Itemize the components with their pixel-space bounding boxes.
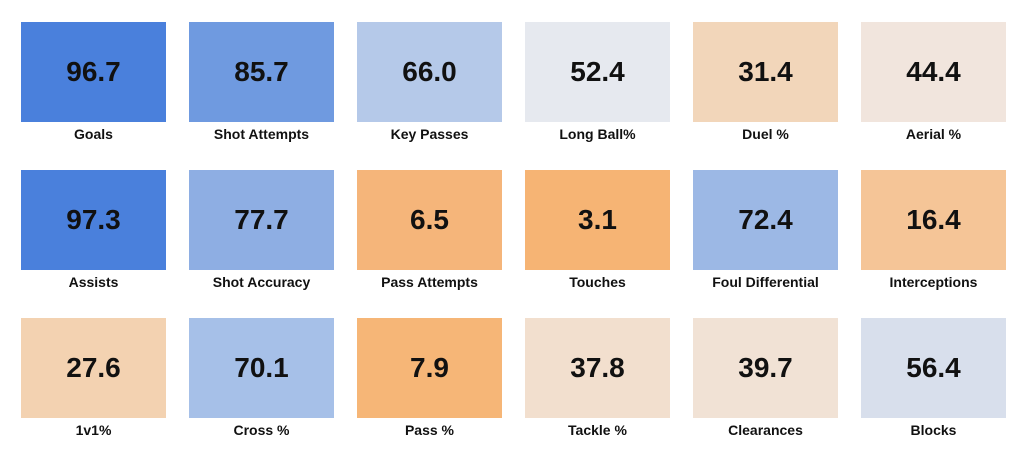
metric-label: Shot Accuracy xyxy=(212,274,311,290)
metric-tile: 96.7 Goals xyxy=(21,22,166,142)
metric-value: 70.1 xyxy=(189,318,334,418)
metric-tile: 3.1 Touches xyxy=(525,170,670,290)
metric-label: Long Ball% xyxy=(559,126,636,142)
metric-label: Duel % xyxy=(742,126,789,142)
metric-label: Interceptions xyxy=(889,274,978,290)
metric-tile: 6.5 Pass Attempts xyxy=(357,170,502,290)
metric-value: 56.4 xyxy=(861,318,1006,418)
metric-label: Tackle % xyxy=(568,422,627,438)
metric-value: 77.7 xyxy=(189,170,334,270)
metric-label: Clearances xyxy=(728,422,803,438)
metric-label: 1v1% xyxy=(75,422,112,438)
metric-label: Foul Differential xyxy=(712,274,819,290)
metric-tile: 44.4 Aerial % xyxy=(861,22,1006,142)
metric-tile: 16.4 Interceptions xyxy=(861,170,1006,290)
metric-label: Aerial % xyxy=(905,126,962,142)
metric-tile: 72.4 Foul Differential xyxy=(693,170,838,290)
metric-tile: 66.0 Key Passes xyxy=(357,22,502,142)
metric-value: 85.7 xyxy=(189,22,334,122)
metric-label: Touches xyxy=(569,274,626,290)
metric-label: Blocks xyxy=(910,422,957,438)
metric-value: 72.4 xyxy=(693,170,838,270)
metric-tile: 97.3 Assists xyxy=(21,170,166,290)
metric-label: Key Passes xyxy=(390,126,469,142)
metric-value: 6.5 xyxy=(357,170,502,270)
metric-tile: 77.7 Shot Accuracy xyxy=(189,170,334,290)
metric-value: 7.9 xyxy=(357,318,502,418)
metric-value: 97.3 xyxy=(21,170,166,270)
metric-value: 44.4 xyxy=(861,22,1006,122)
metric-tile: 52.4 Long Ball% xyxy=(525,22,670,142)
metric-tile: 31.4 Duel % xyxy=(693,22,838,142)
metric-value: 16.4 xyxy=(861,170,1006,270)
metric-tile: 7.9 Pass % xyxy=(357,318,502,438)
metric-label: Cross % xyxy=(233,422,290,438)
metric-value: 39.7 xyxy=(693,318,838,418)
metric-tile: 39.7 Clearances xyxy=(693,318,838,438)
metric-label: Pass % xyxy=(404,422,455,438)
metric-value: 27.6 xyxy=(21,318,166,418)
metric-tile: 37.8 Tackle % xyxy=(525,318,670,438)
metric-label: Goals xyxy=(74,126,113,142)
metric-label: Shot Attempts xyxy=(213,126,310,142)
metric-tile: 85.7 Shot Attempts xyxy=(189,22,334,142)
metric-tile: 27.6 1v1% xyxy=(21,318,166,438)
metric-value: 52.4 xyxy=(525,22,670,122)
metric-label: Pass Attempts xyxy=(381,274,478,290)
metric-value: 31.4 xyxy=(693,22,838,122)
metric-value: 3.1 xyxy=(525,170,670,270)
metric-value: 66.0 xyxy=(357,22,502,122)
metric-tile: 70.1 Cross % xyxy=(189,318,334,438)
metric-label: Assists xyxy=(68,274,119,290)
metric-value: 37.8 xyxy=(525,318,670,418)
metric-value: 96.7 xyxy=(21,22,166,122)
metric-tile: 56.4 Blocks xyxy=(861,318,1006,438)
